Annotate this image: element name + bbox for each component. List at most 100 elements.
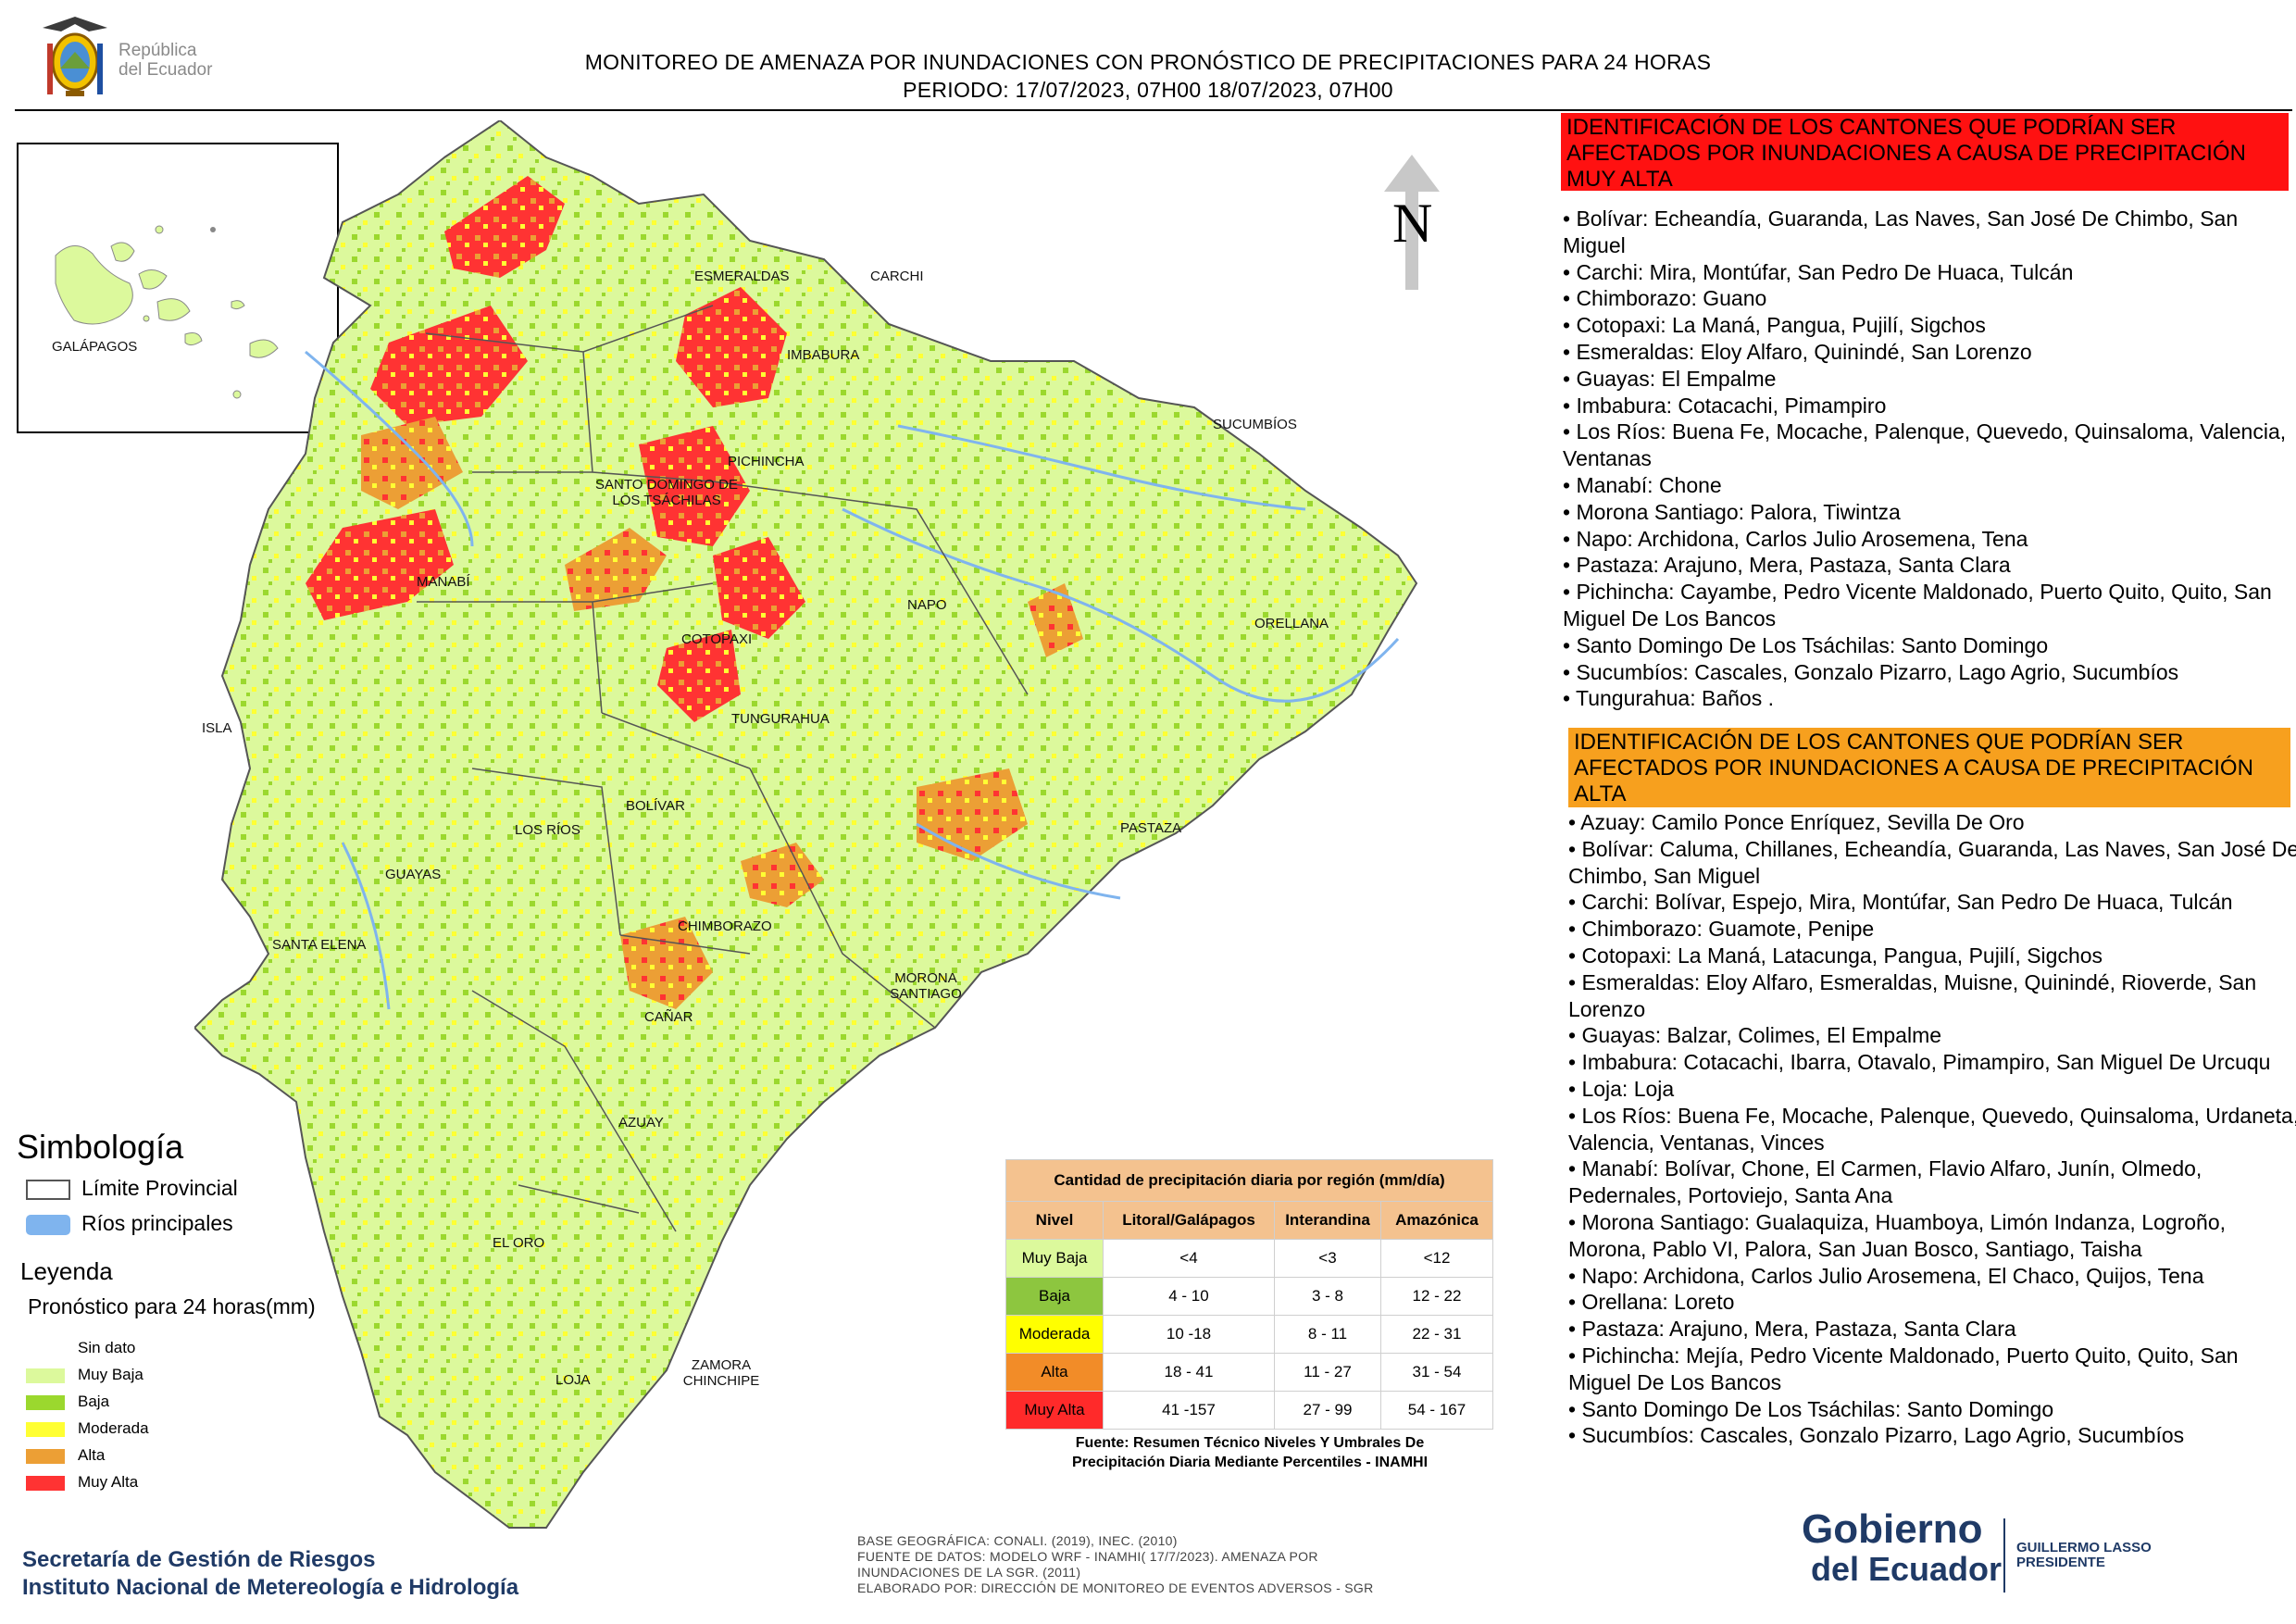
label-morona-santiago: MORONA SANTIAGO [890, 970, 962, 1002]
canton-list-item: • Chimborazo: Guano [1563, 286, 1767, 311]
label-carchi: CARCHI [870, 269, 924, 284]
canton-list-item: • Imbabura: Cotacachi, Pimampiro [1563, 393, 1887, 418]
ecuador-map: ESMERALDAS CARCHI IMBABURA SUCUMBÍOS PIC… [193, 119, 1528, 1574]
simbologia-title: Simbología [17, 1128, 184, 1166]
canton-list-item: • Bolívar: Caluma, Chillanes, Echeandía,… [1568, 836, 2296, 888]
label-canar: CAÑAR [644, 1009, 693, 1025]
canton-list-item: • Cotopaxi: La Maná, Pangua, Pujilí, Sig… [1563, 313, 1986, 338]
legend-color-box [26, 1475, 65, 1491]
label-napo: NAPO [907, 597, 947, 613]
canton-list-item: • Morona Santiago: Palora, Tiwintza [1563, 499, 1901, 524]
canton-list-item: • Cotopaxi: La Maná, Latacunga, Pangua, … [1568, 943, 2103, 968]
canton-list-item: • Pichincha: Cayambe, Pedro Vicente Mald… [1563, 580, 2272, 631]
canton-list-item: • Manabí: Chone [1563, 472, 1722, 497]
canton-list-item: • Los Ríos: Buena Fe, Mocache, Palenque,… [1563, 419, 2287, 471]
alta-header: IDENTIFICACIÓN DE LOS CANTONES QUE PODRÍ… [1568, 728, 2290, 807]
table-level-cell: Alta [1005, 1353, 1104, 1392]
canton-list-item: • Esmeraldas: Eloy Alfaro, Esmeraldas, M… [1568, 969, 2257, 1021]
label-azuay: AZUAY [618, 1115, 664, 1131]
canton-list-item: • Guayas: El Empalme [1563, 366, 1777, 391]
canton-list-item: • Napo: Archidona, Carlos Julio Arosemen… [1563, 526, 2028, 551]
table-header: Nivel [1005, 1201, 1104, 1240]
table-cell: <12 [1380, 1239, 1493, 1278]
table-title: Cantidad de precipitación diaria por reg… [1005, 1159, 1493, 1202]
label-sucumbios: SUCUMBÍOS [1213, 417, 1297, 432]
legend-swatch-item: Alta [26, 1446, 105, 1465]
muy-alta-header: IDENTIFICACIÓN DE LOS CANTONES QUE PODRÍ… [1561, 113, 2289, 192]
alta-list: • Azuay: Camilo Ponce Enríquez, Sevilla … [1568, 809, 2296, 1449]
galapagos-inset: GALÁPAGOS [17, 143, 339, 433]
republica-logo [33, 11, 246, 104]
legend-color-box [26, 1394, 65, 1410]
table-cell: 10 -18 [1103, 1315, 1275, 1354]
table-cell: 31 - 54 [1380, 1353, 1493, 1392]
legend-color-box [26, 1421, 65, 1437]
table-level-cell: Baja [1005, 1277, 1104, 1316]
label-zamora-chinchipe: ZAMORA CHINCHIPE [682, 1357, 760, 1389]
pronostico-title: Pronóstico para 24 horas(mm) [28, 1294, 316, 1318]
canton-list-item: • Pastaza: Arajuno, Mera, Pastaza, Santa… [1563, 553, 2011, 578]
table-level-cell: Muy Baja [1005, 1239, 1104, 1278]
canton-list-item: • Guayas: Balzar, Colimes, El Empalme [1568, 1023, 1942, 1048]
canton-list-item: • Manabí: Bolívar, Chone, El Carmen, Fla… [1568, 1156, 2202, 1208]
table-header: Litoral/Galápagos [1103, 1201, 1275, 1240]
table-cell: 11 - 27 [1274, 1353, 1381, 1392]
republica-text: República del Ecuador [119, 41, 213, 80]
precipitation-table: Cantidad de precipitación diaria por reg… [1005, 1159, 1493, 1430]
table-cell: 8 - 11 [1274, 1315, 1381, 1354]
legend-color-box [26, 1448, 65, 1464]
precipitation-map [193, 119, 1418, 1529]
table-row: Moderada 10 -18 8 - 11 22 - 31 [1005, 1315, 1493, 1354]
canton-list-item: • Pichincha: Mejía, Pedro Vicente Maldon… [1568, 1343, 2239, 1394]
legend-swatch-item: Muy Baja [26, 1366, 144, 1384]
north-arrow: N [1379, 153, 1444, 292]
label-manabi: MANABÍ [417, 574, 470, 590]
limite-swatch [26, 1179, 70, 1200]
legend-limite: Límite Provincial [26, 1176, 238, 1201]
table-row: Alta 18 - 41 11 - 27 31 - 54 [1005, 1353, 1493, 1392]
table-row: Baja 4 - 10 3 - 8 12 - 22 [1005, 1277, 1493, 1316]
canton-list-item: • Morona Santiago: Gualaquiza, Huamboya,… [1568, 1209, 2227, 1261]
label-santo-domingo: SANTO DOMINGO DE LOS TSÁCHILAS [595, 477, 738, 508]
canton-list-item: • Bolívar: Echeandía, Guaranda, Las Nave… [1563, 206, 2239, 257]
canton-list-item: • Carchi: Mira, Montúfar, San Pedro De H… [1563, 259, 2074, 284]
gobierno-logo: Gobierno del Ecuador GUILLERMO LASSO PRE… [1802, 1509, 2153, 1602]
table-level-cell: Moderada [1005, 1315, 1104, 1354]
coat-of-arms-icon [43, 17, 107, 96]
table-cell: 3 - 8 [1274, 1277, 1381, 1316]
canton-list-item: • Napo: Archidona, Carlos Julio Arosemen… [1568, 1263, 2204, 1288]
muy-alta-list: • Bolívar: Echeandía, Guaranda, Las Nave… [1563, 206, 2294, 712]
label-isla: ISLA [202, 720, 232, 736]
label-guayas: GUAYAS [385, 867, 442, 882]
label-los-rios: LOS RÍOS [515, 822, 580, 838]
legend-color-box [26, 1341, 65, 1356]
label-orellana: ORELLANA [1254, 616, 1329, 631]
table-cell: 22 - 31 [1380, 1315, 1493, 1354]
table-cell: <4 [1103, 1239, 1275, 1278]
label-pastaza: PASTAZA [1120, 820, 1182, 836]
canton-list-item: • Imbabura: Cotacachi, Ibarra, Otavalo, … [1568, 1050, 2271, 1075]
label-santa-elena: SANTA ELENA [272, 937, 367, 953]
label-loja: LOJA [555, 1372, 591, 1388]
canton-list-item: • Santo Domingo De Los Tsáchilas: Santo … [1563, 632, 2049, 657]
legend-color-box [26, 1368, 65, 1383]
legend-swatch-item: Baja [26, 1393, 109, 1411]
institutions: Secretaría de Gestión de Riesgos Institu… [22, 1547, 519, 1600]
sources-note: BASE GEOGRÁFICA: CONALI. (2019), INEC. (… [857, 1533, 1374, 1595]
rios-swatch [26, 1214, 70, 1235]
table-header: Interandina [1274, 1201, 1381, 1240]
legend-swatch-item: Sin dato [26, 1339, 135, 1357]
table-cell: 41 -157 [1103, 1391, 1275, 1430]
table-cell: 27 - 99 [1274, 1391, 1381, 1430]
page-title: MONITOREO DE AMENAZA POR INUNDACIONES CO… [584, 50, 1712, 102]
table-cell: 54 - 167 [1380, 1391, 1493, 1430]
table-row: Muy Alta 41 -157 27 - 99 54 - 167 [1005, 1391, 1493, 1430]
label-cotopaxi: COTOPAXI [681, 631, 753, 647]
label-tungurahua: TUNGURAHUA [731, 711, 830, 727]
inset-label-galapagos: GALÁPAGOS [52, 339, 138, 355]
table-cell: 4 - 10 [1103, 1277, 1275, 1316]
canton-list-item: • Tungurahua: Baños . [1563, 686, 1774, 711]
north-arrow-icon [1384, 155, 1440, 290]
header-divider [15, 109, 2292, 111]
canton-list-item: • Loja: Loja [1568, 1076, 1675, 1101]
